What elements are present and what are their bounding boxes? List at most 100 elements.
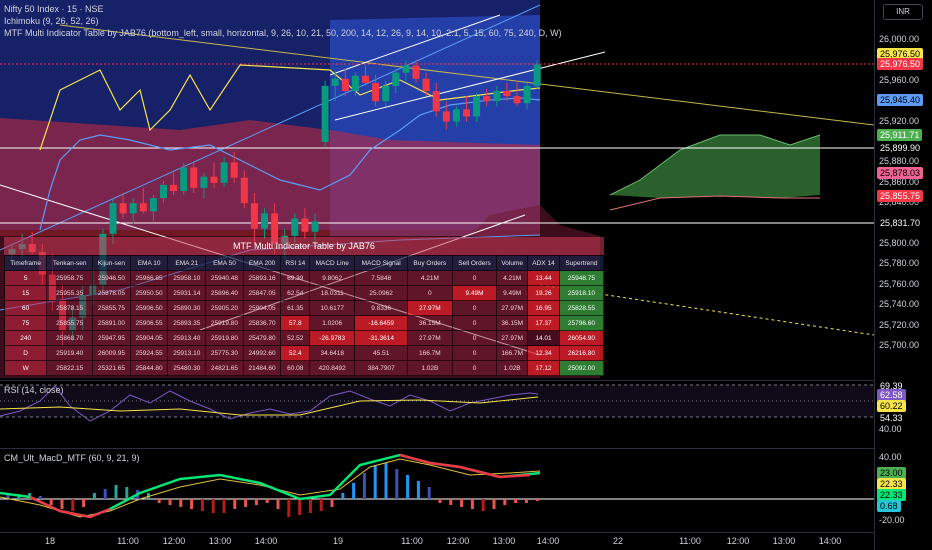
price-tag: 25,899.90 [877,142,924,154]
price-axis-label: 25,960.00 [879,74,920,85]
mtf-cell: 25906.55 [129,315,169,331]
mtf-cell: 25924.55 [129,345,169,361]
mtf-cell: 1.0206 [309,315,356,331]
price-axis[interactable]: INR 26,000.00 25,960.00 25,920.00 25,880.00… [874,0,932,550]
mtf-cell: 25904.05 [242,300,282,316]
candle-body [422,78,430,91]
mtf-cell: 25893.35 [167,315,207,331]
mtf-cell: 9.49M [451,285,498,301]
price-tag: 25,911.71 [877,129,923,141]
macd-tag: 22.33 [877,478,906,490]
mtf-header-cell: RSI 14 [280,255,311,271]
macd-histogram-bar [60,499,64,509]
channel-upper-line [0,4,541,251]
price-axis-label: 25,780.00 [879,258,920,269]
mtf-cell: 25940.48 [205,270,244,286]
mtf-cell: 25931.14 [167,285,207,301]
mtf-cell: 25480.30 [167,360,207,376]
mtf-cell: 18.0311 [309,285,356,301]
price-axis-label: 25,800.00 [879,238,920,248]
time-axis-label: 11:00 [401,536,423,546]
mtf-cell: 0 [451,360,498,376]
mtf-cell: 25919.80 [205,330,244,346]
mtf-cell: 0 [451,345,498,361]
mtf-table-row: 15 25955.35 25878.05 25950.50 25931.14 25896.… [3,285,605,301]
candle-body [533,64,541,86]
macd-pane[interactable] [0,448,874,532]
macd-histogram-bar [114,485,118,499]
price-tag: 25,855.75 [877,190,924,202]
rsi-tag: 54.33 [877,412,906,424]
candle-body [321,85,329,142]
mtf-cell: 25918.10 [558,285,605,301]
macd-histogram-bar [92,493,96,499]
mtf-header-cell: MACD Signal [354,255,408,271]
macd-histogram-bar [125,487,129,499]
macd-histogram-bar [395,469,399,499]
macd-histogram-bar [71,499,75,511]
mtf-cell: 25906.50 [129,300,169,316]
candle-body [200,176,208,188]
mtf-cell: 21484.60 [242,360,282,376]
macd-histogram-bar [276,499,280,509]
mtf-cell: 25913.10 [167,345,207,361]
mtf-cell: 166.7M [406,345,453,361]
mtf-cell: 25947.95 [92,330,131,346]
mtf-cell: 75 [3,315,48,331]
mtf-cell: 25847.05 [242,285,282,301]
candle-body [301,218,309,232]
candle-body [180,167,188,191]
macd-histogram-bar [373,465,377,499]
mtf-cell: 57.8 [280,315,311,331]
mtf-cell: 166.7M [496,345,529,361]
candle-body [372,82,380,102]
mtf-table-row: D 25919.40 26009.95 25924.55 25913.10 25775.3… [3,345,605,361]
mtf-cell: 25775.30 [205,345,244,361]
candle-body [160,184,167,199]
mtf-cell: 25905.20 [205,300,244,316]
price-tag: 25,878.03 [877,167,924,179]
mtf-table-row: 240 25868.70 25947.95 25904.05 25913.40 25919… [3,330,605,346]
time-axis-label: 14:00 [818,536,842,546]
mtf-cell: 25958.75 [46,270,94,286]
mtf-cell: 25828.55 [558,300,605,316]
macd-histogram-bar [38,496,42,499]
candle-body [483,96,491,102]
candle-body [271,213,279,244]
macd-histogram-bar [514,499,518,503]
mtf-indicator-table: MTF Multi Indicator Table by JAB76 Timef… [3,237,605,376]
time-axis-label: 13:00 [772,536,796,546]
macd-histogram-bar [449,499,453,505]
mtf-cell: 0 [406,285,453,301]
macd-histogram-bar [157,499,161,503]
candle-body [149,198,157,212]
time-axis[interactable]: 18 11:00 12:00 13:00 14:00 19 11:00 12:00 13:00 1… [0,532,874,550]
candle-body [129,203,137,214]
candle-body [362,75,369,83]
chikou-line [39,64,541,151]
mtf-header-cell: Kijun-sen [92,255,131,271]
macd-histogram-bar [254,499,258,505]
mtf-legend: MTF Multi Indicator Table by JAB76 (bott… [4,28,562,38]
macd-tag: 0.68 [877,500,901,512]
mtf-cell: 25868.70 [46,330,94,346]
mtf-cell: 17.12 [527,360,560,376]
mtf-cell: 12.34 [527,345,560,361]
mtf-cell: 25950.50 [129,285,169,301]
mtf-cell: 25913.40 [167,330,207,346]
price-axis-label: 25,920.00 [879,115,920,126]
currency-button[interactable]: INR [883,4,923,20]
mtf-cell: 25878.15 [46,300,94,316]
trend-white-mid [334,51,606,121]
candle-body [473,96,481,117]
price-axis-label: 25,840.00 [879,197,920,208]
rsi-pane[interactable] [0,380,874,448]
mtf-table-title: MTF Multi Indicator Table by JAB76 [4,237,604,255]
price-tag: 25,976.50 [877,58,924,70]
macd-histogram-bar [233,499,237,509]
mtf-cell: 45.51 [354,345,408,361]
candle-body [523,85,531,104]
mtf-cell: 25919.80 [205,315,244,331]
mtf-cell: 0 [451,300,498,316]
time-axis-label: 14:00 [254,536,278,546]
